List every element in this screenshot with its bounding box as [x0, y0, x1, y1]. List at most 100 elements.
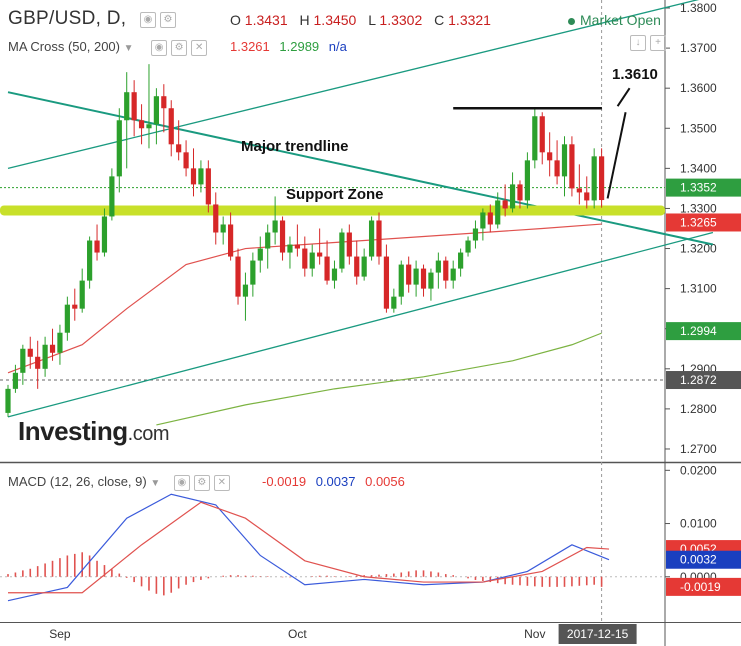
candle [220, 216, 226, 245]
candle-body [354, 256, 360, 277]
candle [509, 172, 516, 213]
candle-body [198, 168, 204, 185]
candle-body [220, 224, 226, 233]
candle [294, 224, 300, 257]
major-trendline-label: Major trendline [241, 138, 349, 155]
candle [94, 224, 100, 261]
ma200-value: 1.2989 [279, 39, 320, 54]
candle-body [502, 200, 508, 209]
candle-body [576, 188, 582, 193]
status-dot-icon [568, 17, 575, 25]
chart-corner-buttons: ↓ + [626, 34, 666, 52]
candle [124, 72, 130, 169]
macd-badge [666, 550, 741, 569]
candle [487, 204, 493, 233]
macd-values: -0.0019 0.0037 0.0056 [262, 474, 405, 489]
candle-body [487, 212, 493, 225]
candle [57, 324, 63, 365]
ma-cross-title[interactable]: MA Cross (50, 200) ▼ ◉ ⚙ ✕ [8, 39, 208, 56]
macd-line [7, 493, 610, 602]
candle-body [72, 304, 78, 309]
candle-body [146, 124, 152, 129]
candle [472, 220, 479, 249]
ohlc-readout: O 1.3431 H 1.3450 L 1.3302 C 1.3321 [230, 12, 491, 28]
price-badge [666, 213, 741, 232]
candle [317, 228, 323, 265]
candle-body [12, 372, 19, 389]
candle [428, 268, 434, 301]
candle [383, 244, 390, 313]
ma-values: 1.3261 1.2989 n/a [230, 39, 347, 54]
candle [458, 248, 464, 277]
candle [302, 236, 308, 277]
candle [42, 336, 48, 377]
candle [64, 296, 70, 341]
candle [146, 64, 152, 149]
candle-body [265, 232, 271, 249]
candle-body [465, 240, 471, 253]
close-icon[interactable]: ✕ [191, 39, 208, 56]
target-label: 1.3610 [612, 66, 658, 83]
candle [569, 136, 575, 197]
candle-body [183, 152, 189, 169]
candle-body [339, 232, 345, 269]
candle-body [213, 204, 219, 233]
candle [406, 256, 412, 293]
candle [12, 364, 19, 393]
candle [599, 148, 605, 208]
market-status: Market Open [568, 12, 661, 28]
candle-body [42, 344, 48, 369]
eye-icon[interactable]: ◉ [140, 11, 156, 28]
candle [398, 260, 404, 305]
ma-na-value: n/a [328, 39, 347, 54]
candle [584, 176, 590, 209]
candle [495, 192, 501, 229]
price-tick-label: 1.3700 [680, 41, 717, 55]
candle-body [35, 356, 41, 369]
macd-signal-value: 0.0056 [365, 474, 405, 489]
price-badge [666, 178, 741, 197]
candle [502, 184, 508, 217]
macd-title[interactable]: MACD (12, 26, close, 9) ▼ ◉ ⚙ ✕ [8, 474, 230, 491]
plus-icon[interactable]: + [650, 34, 666, 51]
candle-body [599, 156, 605, 201]
candle-body [49, 344, 56, 353]
candle [517, 180, 523, 209]
candle [339, 228, 345, 273]
candle-body [554, 160, 560, 177]
candle-body [584, 192, 590, 201]
chevron-down-icon: ▼ [150, 478, 161, 489]
candle-body [561, 144, 568, 177]
candle [265, 224, 271, 269]
macd-histogram [7, 552, 603, 596]
macd-badge-label: -0.0019 [680, 580, 721, 594]
gear-icon[interactable]: ⚙ [160, 11, 176, 28]
gear-icon[interactable]: ⚙ [193, 474, 210, 491]
candle-body [20, 348, 26, 373]
candle-body [532, 116, 538, 161]
candle [49, 328, 56, 361]
high-value: 1.3450 [313, 12, 357, 28]
candle [153, 88, 159, 145]
eye-icon[interactable]: ◉ [173, 474, 190, 491]
candle-body [309, 252, 315, 269]
candle-body [524, 160, 530, 201]
price-tick-label: 1.3200 [680, 242, 717, 256]
symbol-title[interactable]: GBP/USD, D, [8, 8, 127, 29]
candle [183, 140, 189, 177]
candle [465, 236, 471, 257]
candle-body [450, 268, 456, 281]
close-icon[interactable]: ✕ [213, 474, 230, 491]
candle-body [242, 284, 249, 297]
candle [435, 252, 441, 289]
eye-icon[interactable]: ◉ [151, 39, 168, 56]
candle [20, 344, 26, 385]
candle [101, 208, 108, 257]
price-tick-label: 1.2700 [680, 442, 717, 456]
candle [213, 192, 219, 245]
gear-icon[interactable]: ⚙ [171, 39, 188, 56]
candle-body [257, 248, 263, 261]
candle [532, 108, 538, 169]
candle-body [331, 268, 338, 281]
arrow-down-icon[interactable]: ↓ [630, 34, 646, 51]
